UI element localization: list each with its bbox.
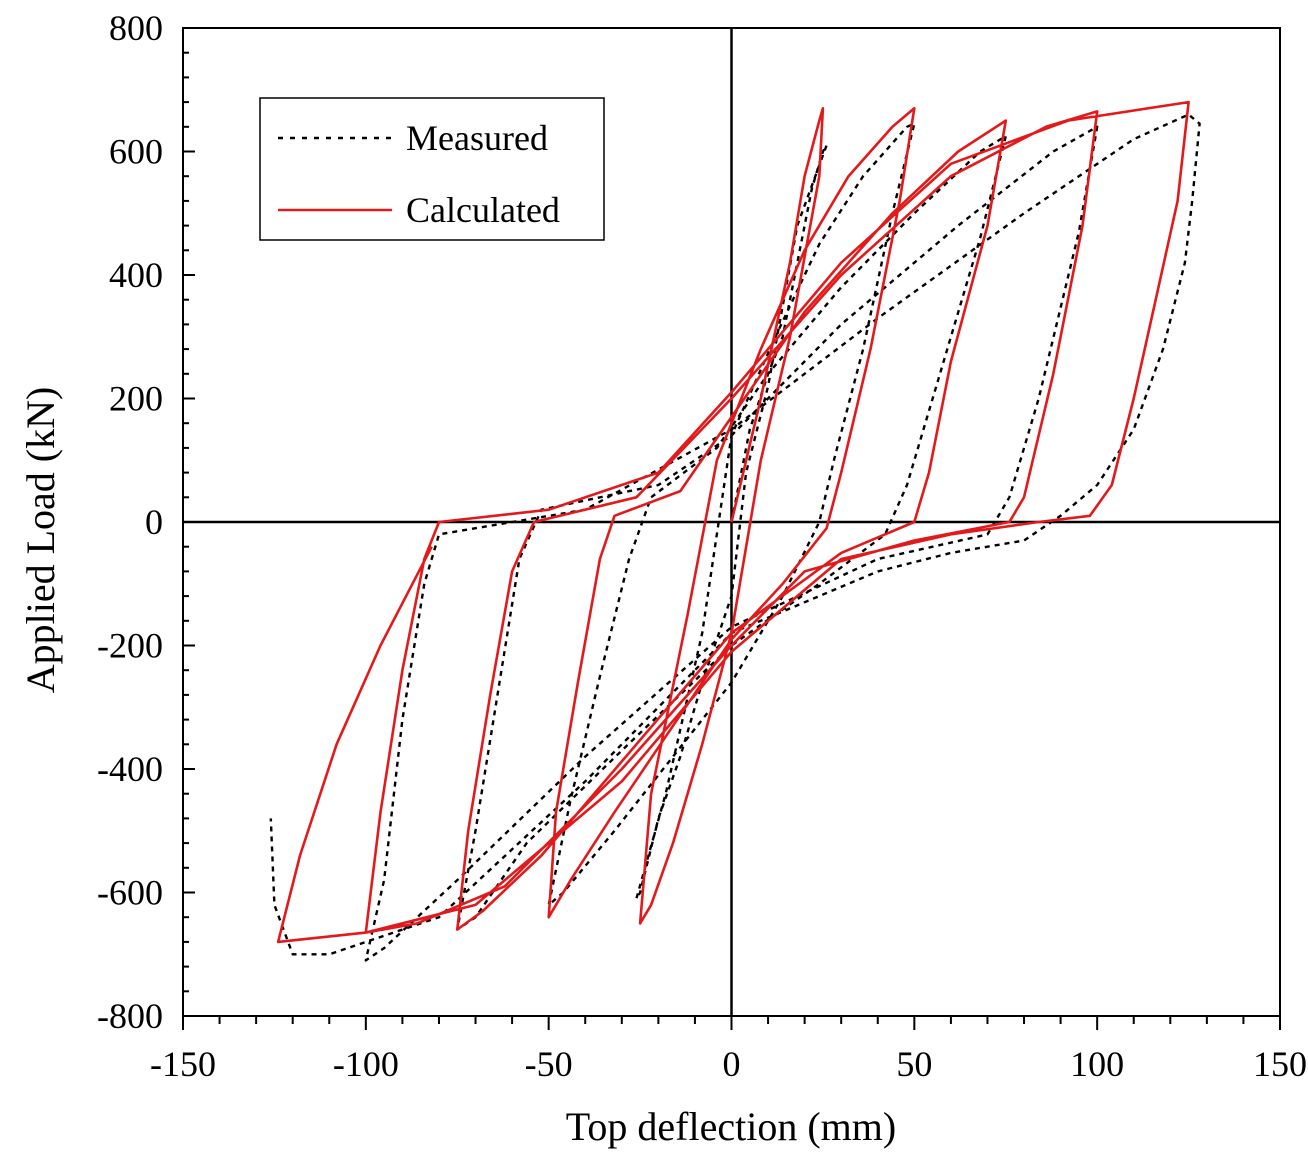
y-tick-label: 600 (109, 132, 163, 172)
axis-ticks (182, 27, 1281, 1030)
y-tick-label: -200 (97, 626, 163, 666)
y-tick-label: -400 (97, 749, 163, 789)
y-tick-label: 800 (109, 8, 163, 48)
series-layer (269, 100, 1201, 962)
y-tick-label: -600 (97, 873, 163, 913)
y-tick-label: 400 (109, 255, 163, 295)
y-tick-label: 0 (145, 502, 163, 542)
y-tick-label: -800 (97, 996, 163, 1036)
x-tick-label: -100 (333, 1044, 399, 1084)
legend-box (259, 97, 605, 241)
x-tick-label: 100 (1070, 1044, 1124, 1084)
x-tick-label: -150 (150, 1044, 216, 1084)
x-tick-label: 150 (1253, 1044, 1307, 1084)
x-tick-label: 50 (896, 1044, 932, 1084)
y-tick-label: 200 (109, 379, 163, 419)
x-axis-title: Top deflection (mm) (566, 1104, 896, 1149)
x-tick-label: 0 (723, 1044, 741, 1084)
series-measured (269, 113, 1201, 962)
series-calculated (276, 100, 1190, 944)
x-tick-label: -50 (525, 1044, 573, 1084)
legend-label-calculated: Calculated (406, 190, 560, 230)
y-axis-title: Applied Load (kN) (18, 387, 63, 694)
legend-label-measured: Measured (406, 118, 548, 158)
tick-labels: -150 -100 -50 0 50 100 150 800 600 400 200 0 -200 -40… (97, 8, 1307, 1084)
legend: Measured Calculated (259, 97, 605, 241)
